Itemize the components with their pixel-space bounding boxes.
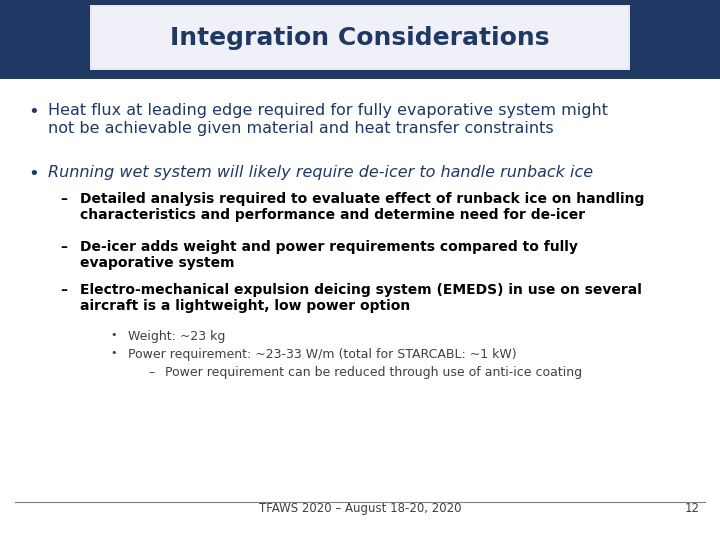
Bar — [90, 5, 630, 70]
Text: Power requirement: ~23-33 W/m (total for STARCABL: ~1 kW): Power requirement: ~23-33 W/m (total for… — [128, 348, 517, 361]
Text: TFAWS 2020 – August 18-20, 2020: TFAWS 2020 – August 18-20, 2020 — [258, 502, 462, 515]
Text: Power requirement can be reduced through use of anti-ice coating: Power requirement can be reduced through… — [165, 366, 582, 379]
Text: evaporative system: evaporative system — [80, 256, 235, 270]
Text: –: – — [148, 366, 154, 379]
Text: Integration Considerations: Integration Considerations — [170, 25, 550, 50]
Text: 12: 12 — [685, 502, 700, 515]
Text: Electro-mechanical expulsion deicing system (EMEDS) in use on several: Electro-mechanical expulsion deicing sys… — [80, 283, 642, 297]
Text: Running wet system will likely require de-icer to handle runback ice: Running wet system will likely require d… — [48, 165, 593, 180]
Text: •: • — [110, 330, 117, 340]
Text: •: • — [28, 103, 39, 121]
Bar — [92, 7, 628, 68]
Bar — [0, 75, 720, 79]
Text: –: – — [60, 240, 67, 254]
Text: Heat flux at leading edge required for fully evaporative system might: Heat flux at leading edge required for f… — [48, 103, 608, 118]
Text: aircraft is a lightweight, low power option: aircraft is a lightweight, low power opt… — [80, 299, 410, 313]
Text: •: • — [28, 165, 39, 183]
Text: Weight: ~23 kg: Weight: ~23 kg — [128, 330, 225, 343]
Text: not be achievable given material and heat transfer constraints: not be achievable given material and hea… — [48, 121, 554, 136]
Text: characteristics and performance and determine need for de-icer: characteristics and performance and dete… — [80, 208, 585, 222]
Bar — [0, 0, 720, 75]
Text: Detailed analysis required to evaluate effect of runback ice on handling: Detailed analysis required to evaluate e… — [80, 192, 644, 206]
Text: De-icer adds weight and power requirements compared to fully: De-icer adds weight and power requiremen… — [80, 240, 578, 254]
Text: •: • — [110, 348, 117, 358]
Text: –: – — [60, 192, 67, 206]
Text: –: – — [60, 283, 67, 297]
